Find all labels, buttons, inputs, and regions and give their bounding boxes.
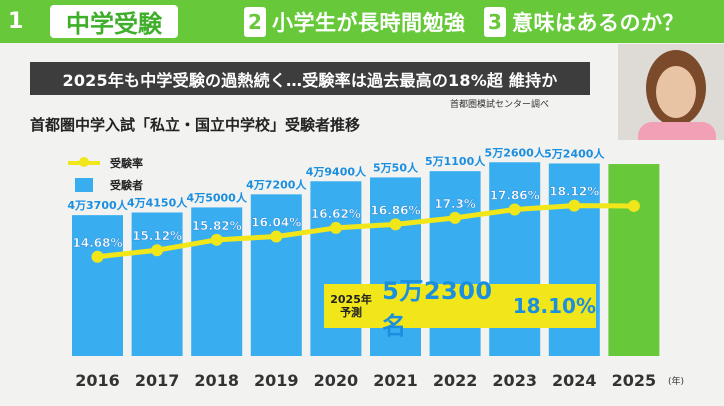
rate-label-2016: 14.68% — [73, 236, 123, 250]
rate-point-2019 — [270, 230, 283, 243]
x-tick-2019: 2019 — [254, 371, 299, 390]
bar-label-2018: 4万5000人 — [187, 190, 248, 204]
rate-point-2018 — [210, 233, 223, 246]
bar-label-2016: 4万3700人 — [67, 198, 128, 212]
bar-label-2022: 5万1100人 — [425, 154, 486, 168]
nav-item-1-label: 中学受験 — [50, 5, 178, 38]
x-tick-2025: 2025 — [612, 371, 657, 390]
headline-banner: 2025年も中学受験の過熱続く…受験率は過去最高の18%超 維持か — [30, 62, 590, 95]
rate-point-2020 — [329, 221, 342, 234]
top-nav-bar: 1 中学受験 2 小学生が長時間勉強 3 意味はあるのか？ — [0, 0, 724, 43]
legend-label-count: 受験者 — [110, 179, 143, 192]
legend-item-count: 受験者 — [68, 174, 143, 196]
rate-label-2024: 18.12% — [549, 185, 599, 199]
forecast-rate: 18.10% — [512, 294, 596, 318]
rate-label-2022: 17.3% — [434, 197, 476, 211]
forecast-label-kind: 予測 — [340, 306, 363, 319]
forecast-value: 5万2300名 — [382, 277, 493, 340]
bar-2019 — [250, 194, 302, 356]
rate-label-2021: 16.86% — [371, 203, 421, 217]
rate-label-2020: 16.62% — [311, 207, 361, 221]
nav-item-2-number: 2 — [244, 6, 266, 37]
legend-bar-marker — [75, 178, 93, 192]
x-tick-2023: 2023 — [492, 371, 537, 390]
bar-label-2023: 5万2600人 — [485, 145, 546, 159]
bar-2018 — [191, 207, 243, 356]
nav-item-3-label: 意味はあるのか？ — [512, 10, 684, 35]
rate-label-2017: 15.12% — [132, 229, 182, 243]
rate-point-2022 — [449, 211, 462, 224]
x-tick-2021: 2021 — [373, 371, 418, 390]
x-tick-2020: 2020 — [314, 371, 359, 390]
rate-point-2017 — [151, 244, 164, 257]
x-tick-2017: 2017 — [135, 371, 180, 390]
nav-item-2-label: 小学生が長時間勉強 — [272, 10, 466, 35]
rate-point-2024 — [568, 199, 581, 212]
rate-point-2023 — [508, 203, 521, 216]
x-axis-unit: (年) — [668, 375, 684, 387]
chart-title: 首都圏中学入試「私立・国立中学校」受験者推移 — [30, 116, 361, 134]
bar-label-2017: 4万4150人 — [127, 195, 188, 209]
nav-item-2[interactable]: 2 小学生が長時間勉強 — [244, 4, 466, 39]
bar-label-2021: 5万50人 — [373, 160, 419, 174]
rate-point-2021 — [389, 218, 402, 231]
bar-label-2020: 4万9400人 — [306, 164, 367, 178]
rate-label-2023: 17.86% — [490, 189, 540, 203]
nav-item-1[interactable]: 1 — [8, 4, 23, 39]
nav-item-3-number: 3 — [484, 6, 506, 37]
nav-item-1-number: 1 — [8, 9, 24, 34]
bar-label-2019: 4万7200人 — [246, 177, 307, 191]
bar-label-2024: 5万2400人 — [544, 146, 605, 160]
bar-2017 — [131, 212, 183, 356]
x-tick-2016: 2016 — [75, 371, 120, 390]
forecast-label: 2025年 予測 — [330, 293, 372, 319]
bar-2016 — [72, 215, 123, 356]
x-tick-2024: 2024 — [552, 371, 597, 390]
x-tick-2018: 2018 — [194, 371, 239, 390]
legend-label-rate: 受験率 — [110, 157, 143, 170]
nav-item-3[interactable]: 3 意味はあるのか？ — [484, 4, 684, 39]
forecast-callout: 2025年 予測 5万2300名 18.10% — [324, 277, 596, 340]
legend-line-marker — [68, 157, 100, 167]
nav-item-1-active[interactable]: 中学受験 — [50, 4, 178, 39]
rate-point-2025 — [627, 199, 640, 212]
forecast-label-year: 2025年 — [330, 293, 372, 306]
bar-2025 — [608, 164, 660, 356]
legend-item-rate: 受験率 — [68, 152, 143, 174]
presenter-avatar-icon — [618, 44, 724, 140]
rate-series-line — [97, 203, 634, 260]
rate-point-2016 — [91, 250, 104, 263]
rate-label-2018: 15.82% — [192, 219, 242, 233]
presenter-thumbnail — [618, 44, 724, 140]
x-tick-2022: 2022 — [433, 371, 478, 390]
source-note: 首都圏模試センター調べ — [450, 100, 550, 110]
rate-label-2019: 16.04% — [251, 216, 301, 230]
chart-legend: 受験率 受験者 — [68, 152, 143, 196]
